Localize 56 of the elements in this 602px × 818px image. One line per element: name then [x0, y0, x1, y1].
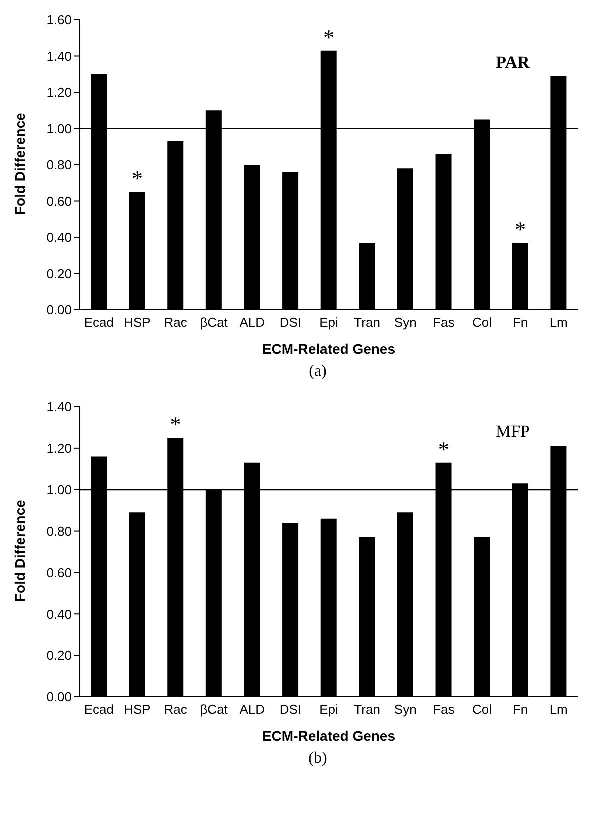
y-tick-label: 0.80	[46, 158, 72, 173]
x-tick-label: Col	[472, 702, 492, 718]
text: (a)	[308, 363, 328, 381]
x-tick-label: βCat	[200, 702, 228, 718]
x-tick-label: Syn	[394, 702, 417, 718]
annotation: *	[170, 412, 182, 438]
y-axis-title: Fold Difference	[12, 500, 28, 602]
text: PAR	[496, 53, 531, 72]
x-tick-label: Fn	[512, 315, 528, 330]
y-tick-label: 0.80	[46, 524, 72, 539]
x-tick-label: Col	[472, 315, 492, 330]
x-tick-label: ALD	[240, 702, 266, 718]
x-tick-label: Tran	[354, 702, 380, 718]
y-tick-label: 0.60	[46, 194, 72, 209]
annotation: *	[438, 436, 450, 462]
y-tick-label: 0.40	[46, 606, 72, 622]
x-axis-title: ECM-Related Genes	[262, 341, 396, 357]
x-tick-label: Fn	[512, 702, 528, 718]
y-tick-label: 0.60	[46, 565, 72, 580]
y-tick-label: 1.20	[46, 85, 72, 100]
x-tick-label: ALD	[240, 315, 266, 330]
x-tick-label: DSI	[280, 702, 302, 718]
y-tick-label: 1.20	[46, 441, 72, 456]
x-tick-label: βCat	[200, 315, 228, 330]
x-axis-title: ECM-Related Genes	[262, 728, 396, 744]
x-tick-label: Rac	[164, 702, 188, 718]
x-tick-label: Epi	[320, 315, 338, 330]
y-tick-label: 0.20	[46, 648, 72, 664]
y-tick-label: 1.40	[46, 400, 72, 415]
x-tick-label: Fas	[433, 702, 456, 718]
y-axis-title: Fold Difference	[12, 112, 28, 215]
y-tick-label: 0.40	[46, 230, 72, 246]
x-tick-label: Lm	[550, 702, 568, 718]
y-tick-label: 1.00	[46, 482, 72, 498]
text: MFP	[496, 422, 530, 441]
x-tick-label: HSP	[124, 315, 151, 330]
x-tick-label: Ecad	[84, 702, 114, 718]
annotation: *	[132, 166, 143, 192]
x-tick-label: HSP	[124, 702, 151, 718]
y-tick-label: 1.60	[46, 12, 72, 28]
x-tick-label: Tran	[354, 315, 380, 330]
x-tick-label: Lm	[550, 315, 568, 330]
x-tick-label: DSI	[280, 315, 302, 330]
x-tick-label: Syn	[394, 315, 417, 330]
y-tick-label: 0.20	[46, 266, 72, 282]
x-tick-label: Epi	[320, 702, 338, 718]
x-tick-label: Fas	[433, 315, 456, 330]
annotation: *	[515, 216, 526, 242]
y-tick-label: 1.40	[46, 48, 72, 64]
annotation: *	[324, 24, 334, 50]
y-tick-label: 0.00	[46, 302, 72, 318]
y-tick-label: 1.00	[46, 121, 72, 136]
x-tick-label: Ecad	[84, 315, 114, 330]
x-tick-label: Rac	[164, 315, 188, 330]
y-tick-label: 0.00	[46, 690, 72, 705]
text: (b)	[308, 750, 328, 768]
